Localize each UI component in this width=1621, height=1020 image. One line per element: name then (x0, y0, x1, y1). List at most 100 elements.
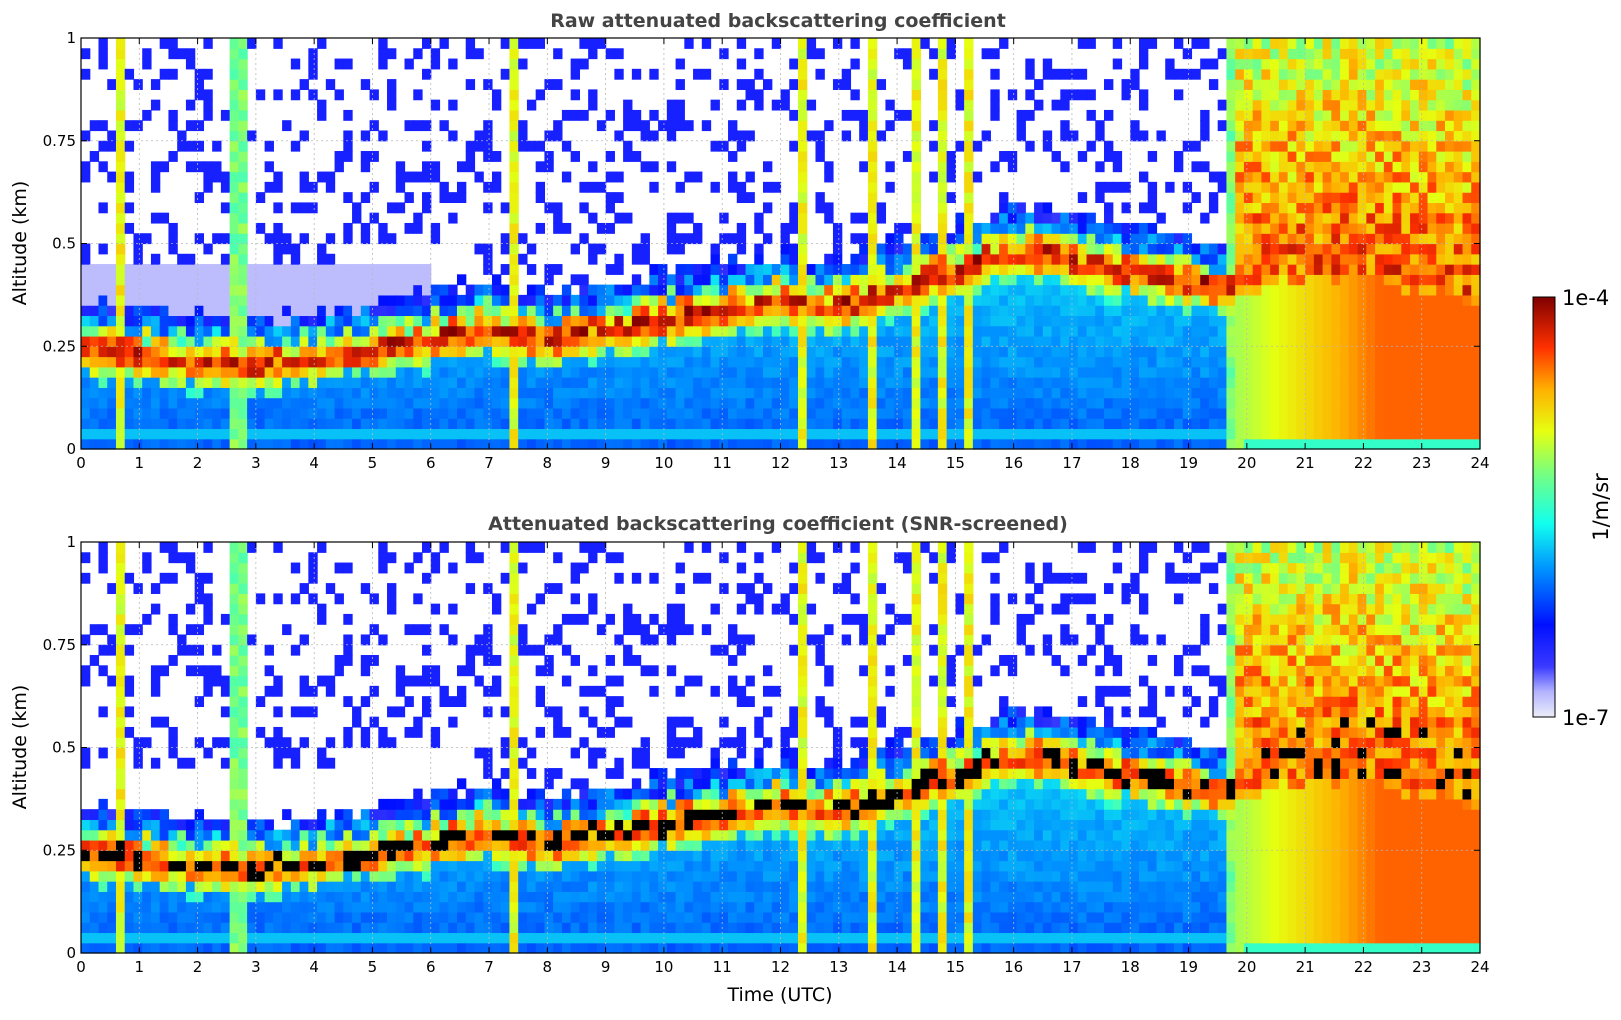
heatmap-cell (1121, 407, 1131, 419)
heatmap-cell (194, 881, 205, 892)
heatmap-cell (789, 438, 799, 450)
heatmap-cell (675, 335, 685, 347)
heatmap-cell (229, 778, 239, 790)
heatmap-cell (1138, 377, 1149, 388)
heatmap-cell (946, 243, 956, 255)
heatmap-cell (832, 335, 843, 347)
heatmap-cell (1051, 407, 1061, 419)
heatmap-cell (1305, 366, 1315, 378)
heatmap-cell (1348, 130, 1359, 142)
heatmap-cell (1427, 68, 1437, 80)
heatmap-cell (763, 335, 773, 347)
heatmap-cell (1173, 274, 1184, 286)
heatmap-cell (1016, 253, 1026, 265)
heatmap-cell (247, 315, 257, 327)
heatmap-cell (89, 624, 100, 636)
heatmap-cell (343, 346, 353, 358)
heatmap-cell (290, 407, 301, 419)
heatmap-cell (133, 583, 143, 594)
heatmap-cell (824, 407, 834, 419)
heatmap-cell (1375, 109, 1385, 121)
heatmap-cell (588, 253, 598, 265)
heatmap-cell (1051, 68, 1061, 80)
heatmap-cell (203, 572, 213, 584)
heatmap-cell (89, 151, 100, 162)
heatmap-cell (920, 366, 930, 378)
heatmap-cell (1243, 48, 1254, 60)
heatmap-cell (902, 377, 913, 388)
heatmap-cell (867, 346, 878, 358)
heatmap-cell (1471, 428, 1481, 440)
heatmap-cell (736, 192, 747, 204)
heatmap-cell (273, 335, 283, 347)
heatmap-cell (448, 315, 458, 327)
x-tick-label: 14 (888, 454, 907, 472)
heatmap-cell (1322, 79, 1332, 90)
heatmap-cell (89, 356, 100, 368)
heatmap-cell (203, 922, 213, 934)
heatmap-cell (1235, 181, 1245, 193)
heatmap-cell (658, 397, 668, 409)
heatmap-cell (867, 438, 878, 450)
heatmap-cell (1208, 243, 1219, 255)
heatmap-cell (990, 243, 1000, 255)
heatmap-cell (1165, 387, 1175, 399)
heatmap-cell (544, 130, 554, 142)
heatmap-cell (404, 171, 414, 183)
heatmap-cell (1357, 99, 1367, 111)
heatmap-cell (360, 366, 371, 378)
heatmap-cell (806, 438, 817, 450)
heatmap-cell (1427, 233, 1437, 245)
heatmap-cell (920, 397, 930, 409)
heatmap-cell (220, 181, 231, 193)
heatmap-cell (1138, 202, 1149, 214)
heatmap-cell (1095, 438, 1105, 450)
heatmap-cell (1077, 377, 1088, 388)
heatmap-cell (203, 366, 213, 378)
heatmap-cell (1182, 366, 1193, 378)
heatmap-cell (483, 315, 493, 327)
heatmap-cell (832, 397, 843, 409)
heatmap-cell (579, 366, 589, 378)
heatmap-cell (1436, 48, 1446, 60)
heatmap-cell (745, 407, 755, 419)
heatmap-cell (1287, 89, 1297, 101)
heatmap-cell (177, 932, 187, 944)
heatmap-cell (1165, 315, 1175, 327)
heatmap-cell (142, 366, 152, 378)
heatmap-cell (1313, 346, 1324, 358)
heatmap-cell (1156, 253, 1166, 265)
heatmap-cell (929, 366, 939, 378)
heatmap-cell (1410, 48, 1420, 60)
heatmap-cell (1235, 356, 1245, 368)
heatmap-cell (1436, 68, 1446, 80)
heatmap-cell (203, 335, 213, 347)
heatmap-cell (1392, 99, 1402, 111)
heatmap-cell (999, 192, 1009, 204)
heatmap-cell (290, 366, 301, 378)
heatmap-cell (1418, 346, 1429, 358)
heatmap-cell (1007, 356, 1018, 368)
heatmap-cell (474, 140, 484, 152)
heatmap-cell (81, 850, 91, 862)
heatmap-cell (465, 140, 476, 152)
heatmap-cell (1138, 294, 1149, 306)
heatmap-cell (168, 860, 178, 872)
heatmap-cell (579, 202, 589, 214)
heatmap-cell (1366, 99, 1376, 111)
heatmap-cell (640, 366, 650, 378)
heatmap-cell (177, 942, 187, 954)
heatmap-cell (229, 243, 239, 255)
heatmap-cell (596, 397, 607, 409)
heatmap-cell (509, 99, 519, 111)
heatmap-cell (509, 366, 519, 378)
heatmap-cell (754, 315, 764, 327)
heatmap-cell (806, 99, 817, 111)
heatmap-cell (797, 109, 808, 121)
heatmap-cell (1471, 233, 1481, 245)
heatmap-cell (1069, 253, 1079, 265)
heatmap-cell (247, 294, 257, 306)
heatmap-cell (955, 253, 965, 265)
heatmap-cell (185, 325, 196, 337)
heatmap-cell (710, 99, 720, 111)
